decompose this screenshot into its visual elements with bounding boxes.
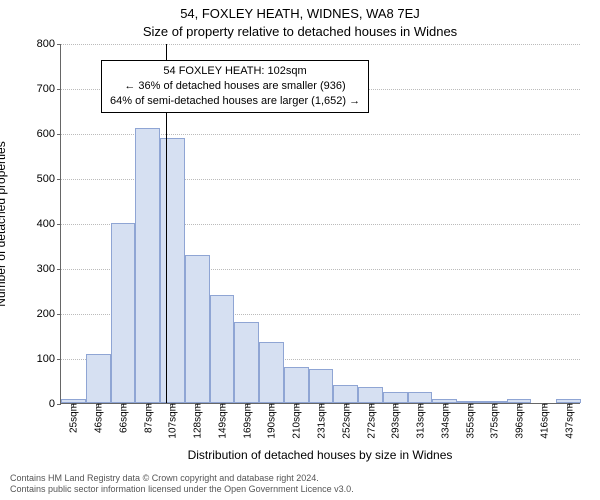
- xtick-label: 355sqm: [463, 403, 476, 439]
- xtick-label: 416sqm: [537, 403, 550, 439]
- footer-line2: Contains public sector information licen…: [10, 484, 354, 496]
- annotation-box: 54 FOXLEY HEATH: 102sqm← 36% of detached…: [101, 60, 369, 113]
- ytick-label: 100: [37, 353, 61, 365]
- histogram-bar: [111, 223, 136, 403]
- footer-attribution: Contains HM Land Registry data © Crown c…: [10, 473, 354, 496]
- x-axis-label: Distribution of detached houses by size …: [60, 448, 580, 462]
- xtick-label: 231sqm: [315, 403, 328, 439]
- xtick-label: 25sqm: [67, 403, 80, 433]
- xtick-label: 272sqm: [364, 403, 377, 439]
- annotation-line: 64% of semi-detached houses are larger (…: [110, 94, 360, 109]
- xtick-label: 107sqm: [166, 403, 179, 439]
- xtick-label: 128sqm: [191, 403, 204, 439]
- xtick-label: 46sqm: [92, 403, 105, 433]
- annotation-line: ← 36% of detached houses are smaller (93…: [110, 79, 360, 94]
- xtick-label: 190sqm: [265, 403, 278, 439]
- xtick-label: 66sqm: [116, 403, 129, 433]
- xtick-label: 169sqm: [240, 403, 253, 439]
- footer-line1: Contains HM Land Registry data © Crown c…: [10, 473, 354, 485]
- histogram-bar: [135, 128, 160, 403]
- xtick-label: 210sqm: [290, 403, 303, 439]
- chart-container: 54, FOXLEY HEATH, WIDNES, WA8 7EJ Size o…: [0, 0, 600, 500]
- xtick-label: 334sqm: [438, 403, 451, 439]
- chart-title-subtitle: Size of property relative to detached ho…: [0, 24, 600, 39]
- histogram-bar: [333, 385, 358, 403]
- ytick-label: 700: [37, 83, 61, 95]
- xtick-label: 375sqm: [488, 403, 501, 439]
- histogram-bar: [309, 369, 334, 403]
- ytick-label: 500: [37, 173, 61, 185]
- histogram-bar: [185, 255, 210, 404]
- xtick-label: 313sqm: [414, 403, 427, 439]
- histogram-bar: [86, 354, 111, 403]
- xtick-label: 293sqm: [389, 403, 402, 439]
- xtick-label: 149sqm: [215, 403, 228, 439]
- histogram-bar: [358, 387, 383, 403]
- ytick-label: 600: [37, 128, 61, 140]
- xtick-label: 252sqm: [339, 403, 352, 439]
- histogram-bar: [383, 392, 408, 403]
- grid-line: [61, 44, 580, 45]
- histogram-bar: [284, 367, 309, 403]
- histogram-bar: [160, 138, 185, 403]
- histogram-bar: [408, 392, 433, 403]
- xtick-label: 437sqm: [562, 403, 575, 439]
- annotation-line: 54 FOXLEY HEATH: 102sqm: [110, 64, 360, 79]
- histogram-bar: [234, 322, 259, 403]
- ytick-label: 400: [37, 218, 61, 230]
- ytick-label: 0: [49, 398, 61, 410]
- plot-area: 010020030040050060070080025sqm46sqm66sqm…: [60, 44, 580, 404]
- y-axis-label: Number of detached properties: [0, 141, 8, 306]
- ytick-label: 200: [37, 308, 61, 320]
- histogram-bar: [259, 342, 284, 403]
- xtick-label: 396sqm: [513, 403, 526, 439]
- ytick-label: 800: [37, 38, 61, 50]
- histogram-bar: [210, 295, 235, 403]
- xtick-label: 87sqm: [141, 403, 154, 433]
- ytick-label: 300: [37, 263, 61, 275]
- chart-title-address: 54, FOXLEY HEATH, WIDNES, WA8 7EJ: [0, 6, 600, 21]
